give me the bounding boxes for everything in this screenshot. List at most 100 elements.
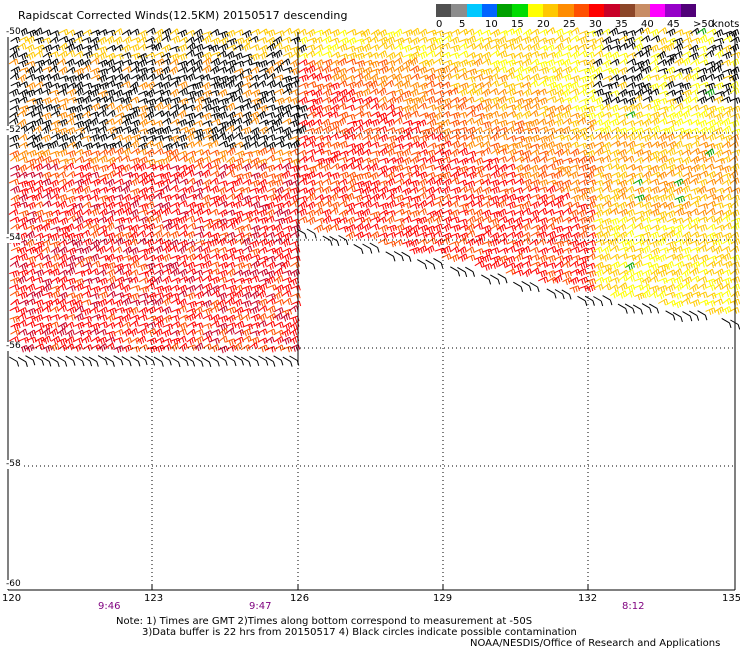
wind-barb xyxy=(42,67,52,73)
wind-barb xyxy=(306,210,315,218)
wind-barb xyxy=(185,262,194,270)
wind-barb xyxy=(42,328,51,336)
wind-barb xyxy=(18,357,27,367)
wind-barb xyxy=(74,121,84,128)
wind-barb xyxy=(307,229,316,239)
wind-barb xyxy=(178,30,188,37)
wind-barb xyxy=(538,80,547,87)
wind-barb xyxy=(10,98,20,104)
wind-barb xyxy=(649,29,658,36)
wind-barb xyxy=(426,74,435,82)
wind-barb xyxy=(186,285,196,292)
wind-barb xyxy=(626,82,635,88)
wind-barb xyxy=(482,43,491,51)
wind-barb xyxy=(657,291,665,299)
wind-barb xyxy=(321,164,330,172)
wind-barb xyxy=(554,113,564,120)
wind-barb xyxy=(107,276,116,284)
wind-barb xyxy=(674,90,684,96)
wind-barb xyxy=(458,89,467,97)
wind-barb xyxy=(722,111,731,118)
wind-barb xyxy=(314,163,323,170)
wind-barb xyxy=(595,148,604,156)
wind-barb xyxy=(187,329,196,336)
wind-barb xyxy=(34,186,43,194)
wind-barb xyxy=(531,103,540,110)
wind-barb xyxy=(665,126,674,134)
wind-barb xyxy=(491,133,500,141)
wind-barb xyxy=(99,263,109,270)
wind-barb xyxy=(402,112,411,120)
wind-barb xyxy=(641,59,650,66)
wind-barb xyxy=(499,189,509,195)
wind-barb xyxy=(130,315,140,321)
wind-barb xyxy=(531,262,541,268)
wind-barb xyxy=(153,231,162,239)
wind-barb xyxy=(609,82,619,88)
wind-barb xyxy=(569,89,578,95)
wind-barb xyxy=(74,44,83,52)
wind-barb xyxy=(27,330,36,338)
wind-barb xyxy=(219,328,228,336)
wind-barb xyxy=(547,289,556,299)
wind-barb xyxy=(282,163,291,171)
wind-barb xyxy=(242,43,251,51)
wind-barb xyxy=(434,258,443,268)
wind-barb xyxy=(642,304,651,314)
wind-barb xyxy=(194,217,203,223)
wind-barb xyxy=(235,233,244,239)
wind-barb xyxy=(634,149,643,157)
wind-barb xyxy=(155,97,164,103)
wind-barb xyxy=(82,37,92,43)
wind-barb xyxy=(42,201,51,208)
wind-barb xyxy=(642,75,651,82)
wind-barb xyxy=(715,177,723,184)
wind-barb xyxy=(42,193,51,200)
wind-barb xyxy=(113,54,123,60)
wind-barb xyxy=(233,299,242,307)
wind-barb xyxy=(171,119,180,125)
wind-barb xyxy=(481,89,490,97)
wind-barb xyxy=(538,262,547,268)
wind-barb xyxy=(643,156,652,163)
wind-barb xyxy=(505,29,514,35)
wind-barb xyxy=(355,217,365,223)
wind-barb xyxy=(42,45,52,52)
wind-barb xyxy=(179,211,189,217)
wind-barb xyxy=(411,218,421,224)
wind-barb xyxy=(666,284,675,292)
wind-barb xyxy=(90,293,100,299)
wind-barb xyxy=(571,187,581,194)
wind-barb xyxy=(539,248,548,256)
wind-barb xyxy=(699,300,709,306)
wind-barb xyxy=(298,188,307,194)
wind-barb xyxy=(322,36,331,44)
wind-barb xyxy=(522,150,532,157)
wind-barb xyxy=(715,74,724,82)
wind-barb xyxy=(18,181,28,188)
wind-barb xyxy=(538,218,548,225)
wind-barb xyxy=(418,83,427,90)
wind-barb xyxy=(266,66,275,74)
wind-barb xyxy=(618,304,627,314)
wind-barb xyxy=(673,158,683,164)
wind-barb xyxy=(705,149,714,157)
wind-barb xyxy=(210,66,219,74)
wind-barb xyxy=(403,98,413,105)
wind-barb xyxy=(346,97,355,103)
wind-barb xyxy=(106,299,115,306)
wind-barb xyxy=(681,186,690,194)
wind-barb xyxy=(26,231,35,239)
wind-barb xyxy=(417,158,427,164)
wind-barb xyxy=(577,143,587,149)
wind-barb xyxy=(666,211,675,218)
wind-barb xyxy=(571,51,579,59)
lon-label-126: 126 xyxy=(290,593,309,604)
wind-barb xyxy=(274,50,283,58)
wind-barb xyxy=(18,97,27,103)
wind-barb xyxy=(706,179,716,185)
wind-barb xyxy=(586,263,595,269)
wind-barb xyxy=(178,67,187,73)
lat-label-56: -56 xyxy=(6,342,21,351)
wind-barb xyxy=(283,158,293,164)
